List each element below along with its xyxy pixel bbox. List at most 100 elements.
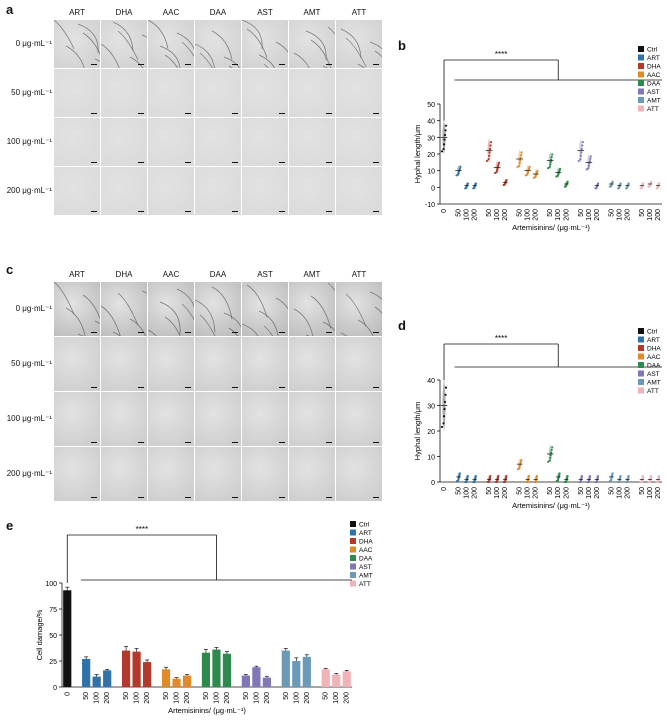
data-point — [579, 158, 582, 161]
x-tick-label: 100 — [616, 209, 623, 221]
data-point — [489, 144, 492, 147]
data-point — [487, 480, 490, 484]
column-title-art: ART — [69, 8, 85, 17]
micrograph-att-row-1 — [336, 337, 382, 391]
data-point — [625, 186, 629, 189]
x-tick-label: 50 — [639, 487, 646, 495]
x-tick-label: 0 — [441, 487, 448, 491]
data-point — [473, 480, 476, 484]
x-tick-label: 50 — [639, 209, 646, 217]
x-tick-label: 200 — [563, 209, 570, 221]
micrograph-art-row-1 — [54, 69, 100, 117]
legend-swatch — [350, 580, 356, 587]
y-tick-label: 10 — [427, 455, 435, 462]
x-tick-label: 50 — [83, 692, 90, 700]
x-tick-label: 200 — [624, 209, 631, 221]
x-tick-label: 50 — [163, 692, 170, 700]
x-tick-label: 200 — [224, 692, 231, 704]
column-title-aac: AAC — [162, 8, 180, 17]
data-point — [503, 480, 506, 484]
legend-swatch — [638, 328, 644, 334]
bar — [252, 667, 261, 687]
micrograph-att-row-1 — [336, 69, 382, 117]
x-tick-label: 200 — [533, 487, 540, 499]
legend-swatch — [350, 529, 356, 536]
data-point — [465, 186, 468, 189]
micrograph-daa-row-0 — [195, 282, 241, 336]
bar — [201, 652, 211, 687]
data-point — [581, 141, 584, 144]
x-tick-label: 100 — [647, 209, 654, 221]
data-point — [589, 157, 592, 160]
y-tick-label: 50 — [49, 633, 57, 640]
micrograph-art-row-1 — [54, 337, 100, 391]
x-tick-label: 100 — [333, 692, 340, 704]
micrograph-dha-row-3 — [101, 447, 147, 501]
micrograph-att-row-2 — [336, 118, 382, 166]
x-tick-label: 50 — [608, 487, 615, 495]
micrograph-art-row-2 — [54, 392, 100, 446]
micrograph-daa-row-2 — [195, 392, 241, 446]
data-point — [587, 480, 590, 484]
legend-swatch — [638, 379, 644, 385]
data-point — [547, 460, 550, 463]
column-title-ast: AST — [257, 8, 273, 17]
x-tick-label: 100 — [586, 209, 593, 221]
bar — [143, 662, 152, 687]
y-tick-label: 100 — [45, 581, 57, 588]
micrograph-aac-row-0 — [148, 282, 194, 336]
micrograph-daa-row-3 — [195, 167, 241, 215]
micrograph-daa-row-1 — [195, 69, 241, 117]
data-point — [581, 144, 584, 147]
data-point — [444, 129, 447, 132]
legend-swatch — [638, 97, 644, 103]
data-point — [496, 167, 499, 170]
column-title-ast: AST — [257, 270, 273, 279]
legend-swatch — [638, 80, 644, 86]
legend-label: ART — [359, 530, 372, 537]
data-point — [442, 415, 446, 418]
x-tick-label: 200 — [264, 692, 271, 704]
x-tick-label: 50 — [547, 487, 554, 495]
data-point — [550, 155, 553, 159]
data-point — [564, 185, 568, 188]
data-point — [444, 386, 448, 389]
legend-label: AAC — [647, 72, 661, 79]
column-title-dha: DHA — [115, 270, 133, 279]
data-point — [609, 479, 613, 482]
x-tick-label: 50 — [517, 209, 524, 217]
data-point — [534, 176, 537, 179]
micrograph-aac-row-1 — [148, 337, 194, 391]
bar — [92, 676, 101, 687]
x-tick-label: 100 — [134, 692, 141, 704]
data-point — [580, 147, 583, 151]
row-label: 50 μg·mL⁻¹ — [11, 359, 52, 368]
legend-label: ATT — [647, 388, 659, 395]
data-point — [485, 159, 489, 163]
legend-label: AST — [359, 564, 372, 571]
x-tick-label: 200 — [344, 692, 351, 704]
micrograph-ast-row-1 — [242, 337, 288, 391]
x-tick-label: 100 — [555, 487, 562, 499]
x-tick-label: 50 — [486, 487, 493, 495]
significance-label: **** — [495, 334, 507, 343]
data-point — [595, 480, 598, 484]
x-tick-label: 200 — [563, 487, 570, 499]
legend-swatch — [638, 336, 644, 343]
legend-swatch — [638, 46, 644, 52]
data-point — [617, 186, 621, 189]
bar — [281, 650, 290, 687]
x-tick-label: 200 — [502, 487, 509, 499]
micrograph-amt-row-1 — [289, 337, 335, 391]
x-tick-label: 200 — [624, 487, 631, 499]
micrograph-amt-row-1 — [289, 69, 335, 117]
data-point — [589, 155, 592, 158]
legend-swatch — [350, 546, 356, 553]
y-tick-label: 0 — [431, 185, 435, 192]
legend-label: DHA — [359, 539, 373, 546]
x-tick-label: 50 — [547, 209, 554, 217]
x-tick-label: 100 — [586, 487, 593, 499]
x-tick-label: 100 — [525, 209, 532, 221]
x-tick-label: 200 — [533, 209, 540, 221]
micrograph-dha-row-0 — [101, 282, 147, 336]
